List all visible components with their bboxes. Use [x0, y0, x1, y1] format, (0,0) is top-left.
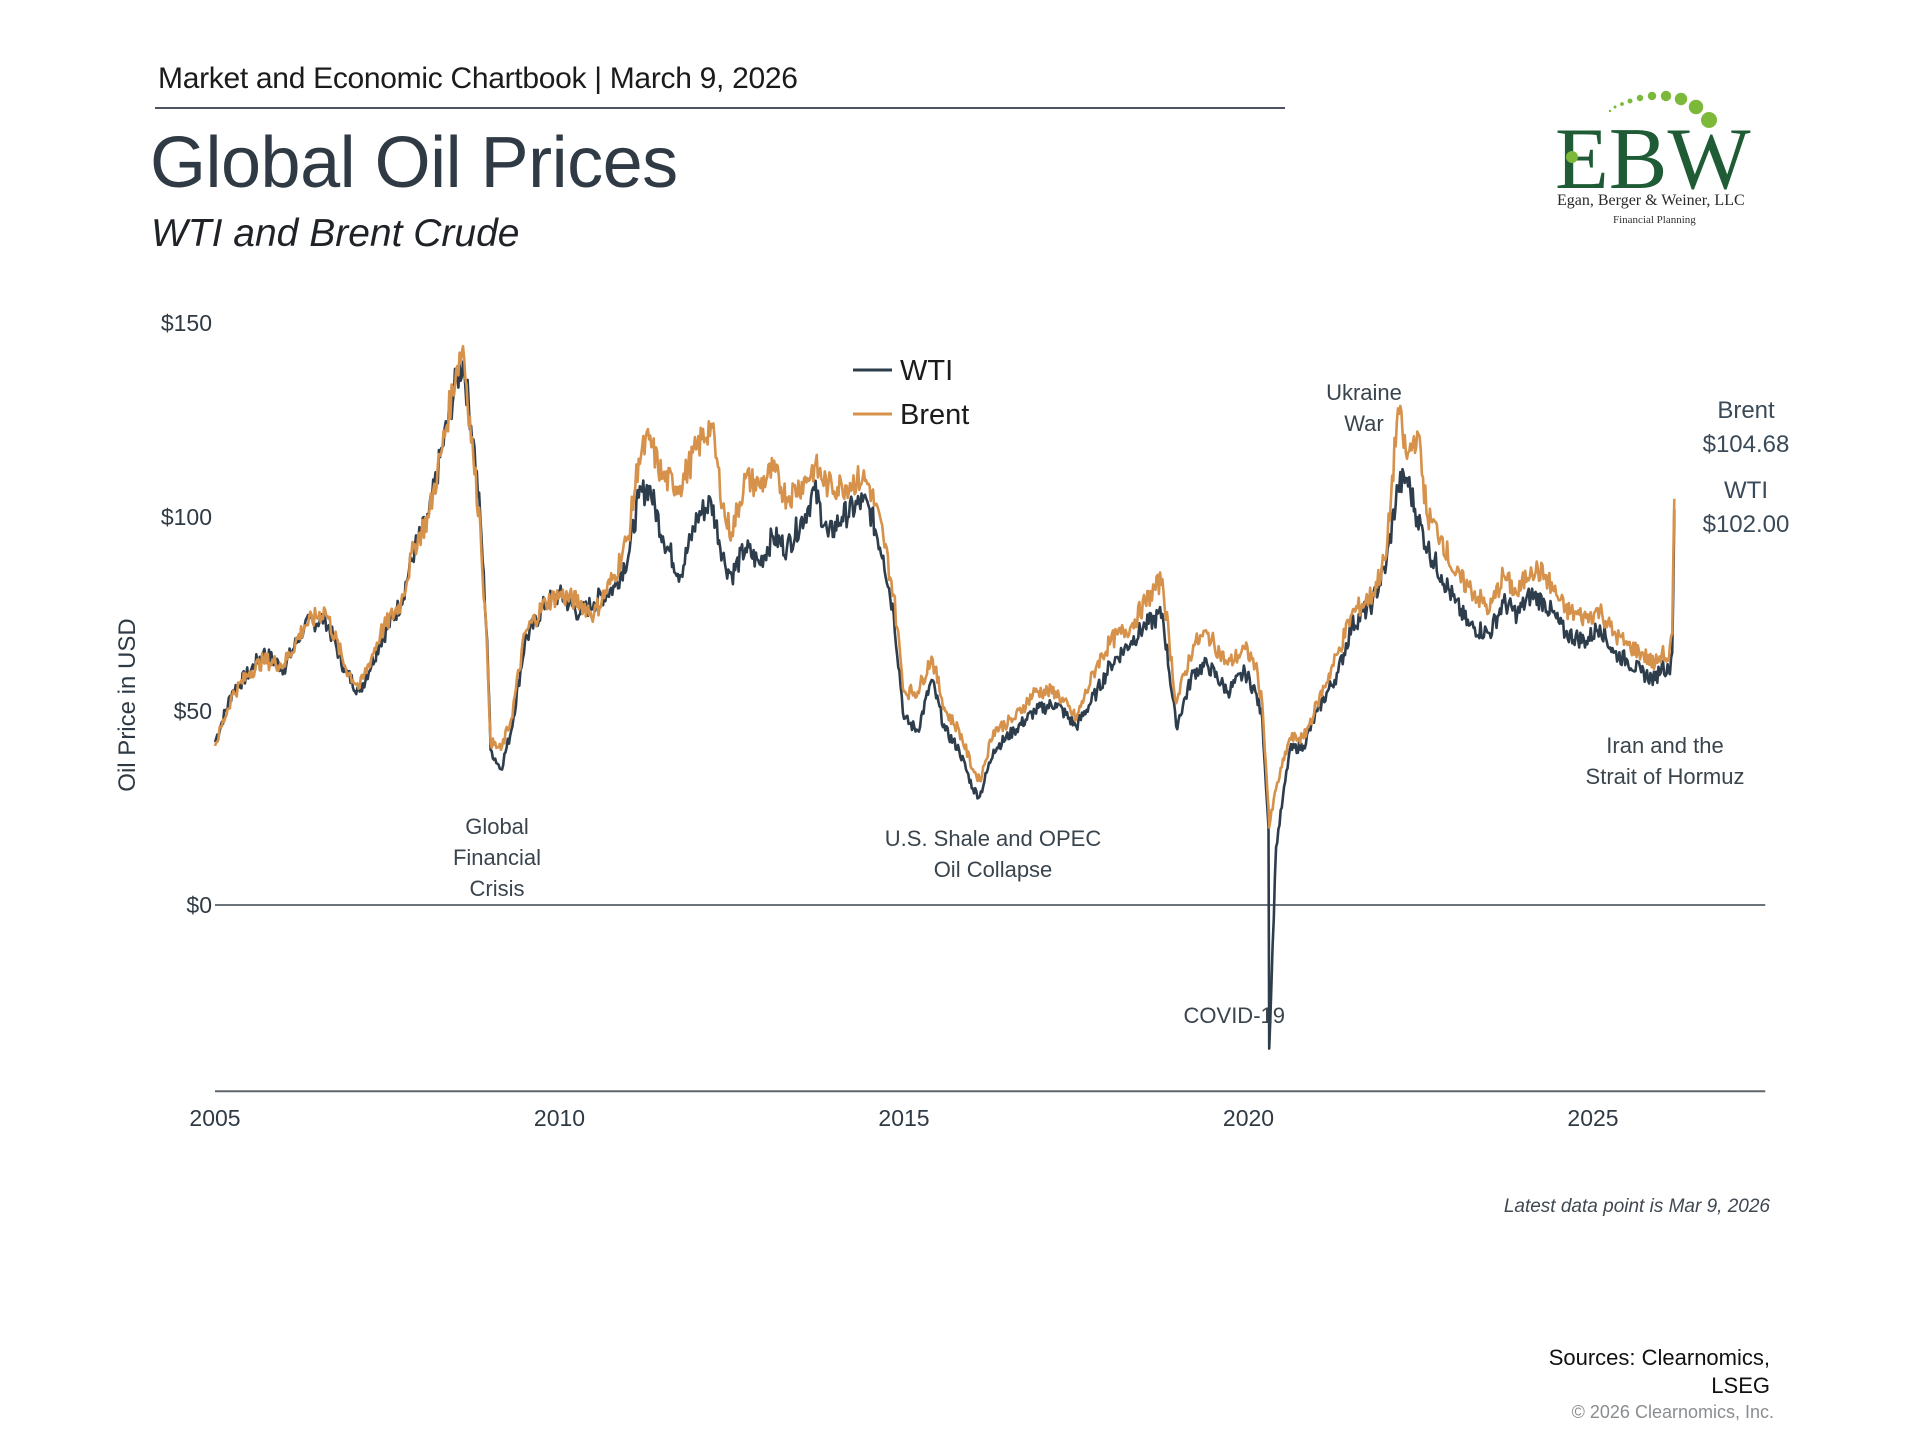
logo-company-name: Egan, Berger & Weiner, LLC: [1557, 192, 1745, 209]
sources: Sources: Clearnomics, LSEG: [1549, 1344, 1770, 1400]
company-logo: EBW Egan, Berger & Weiner, LLC Financial…: [1555, 80, 1785, 240]
page-title: Global Oil Prices: [150, 123, 678, 203]
annotation-shale: Oil Collapse: [934, 857, 1053, 882]
x-tick-label: 2025: [1567, 1105, 1618, 1131]
annotations: Brent $104.68 WTI $102.00 Global Financial Cri…: [453, 380, 1789, 1028]
logo-tagline: Financial Planning: [1613, 214, 1696, 226]
end-label-name: WTI: [1724, 477, 1768, 504]
x-tick-label: 2020: [1223, 1105, 1274, 1131]
header-divider: [155, 107, 1285, 109]
legend-label-wti: WTI: [900, 355, 953, 387]
end-label-value: $104.68: [1703, 431, 1790, 458]
copyright: © 2026 Clearnomics, Inc.: [1571, 1402, 1774, 1422]
legend-label-brent: Brent: [900, 399, 969, 431]
series-lines: [213, 345, 1676, 1050]
x-tick-label: 2010: [534, 1105, 585, 1131]
axes: $0 $50 $100 $150 2005 2010 2015 2020 2025 Oil Pri…: [114, 310, 1766, 1131]
annotation-gfc: Crisis: [470, 876, 525, 901]
page-subtitle: WTI and Brent Crude: [151, 212, 520, 255]
y-tick-label: $150: [161, 310, 212, 336]
y-axis-title: Oil Price in USD: [114, 618, 141, 791]
series-line-brent: [213, 345, 1676, 829]
end-label-name: Brent: [1717, 397, 1775, 424]
x-tick-label: 2015: [878, 1105, 929, 1131]
y-tick-label: $0: [186, 892, 212, 918]
logo-letters: EBW: [1555, 111, 1751, 192]
annotation-gfc: Financial: [453, 845, 541, 870]
series-line-wti: [213, 360, 1676, 1050]
legend: WTI Brent: [853, 355, 969, 431]
ebw-logo-icon: EBW: [1555, 90, 1751, 208]
sources-line-1: Sources: Clearnomics,: [1548, 1345, 1770, 1370]
latest-data-note: Latest data point is Mar 9, 2026: [1503, 1196, 1770, 1217]
annotation-ukraine: War: [1344, 411, 1384, 436]
annotation-iran: Strait of Hormuz: [1586, 764, 1745, 789]
annotation-ukraine: Ukraine: [1326, 380, 1402, 405]
annotation-covid: COVID-19: [1184, 1003, 1285, 1028]
x-tick-label: 2005: [189, 1105, 240, 1131]
annotation-iran: Iran and the: [1606, 733, 1723, 758]
annotation-gfc: Global: [465, 814, 529, 839]
sources-line-2: LSEG: [1711, 1373, 1770, 1398]
annotation-shale: U.S. Shale and OPEC: [885, 826, 1102, 851]
end-label-value: $102.00: [1703, 511, 1790, 538]
y-tick-label: $100: [161, 504, 212, 530]
chartbook-header: Market and Economic Chartbook | March 9,…: [158, 62, 798, 95]
y-tick-label: $50: [174, 698, 212, 724]
